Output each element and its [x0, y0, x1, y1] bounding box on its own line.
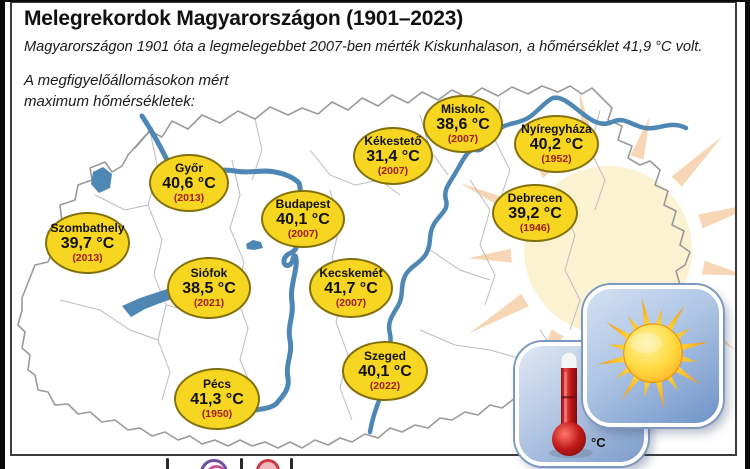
station-name: Budapest [275, 197, 331, 211]
station-temp: 39,2 °C [508, 205, 562, 222]
map-note: A megfigyelőállomásokon mért maximum hőm… [24, 70, 229, 112]
station-temp: 40,2 °C [529, 136, 584, 153]
page-subtitle: Magyarországon 1901 óta a legmelegebbet … [24, 39, 703, 55]
station-year: (1950) [201, 408, 233, 420]
station-bubble: Szombathely 39,7 °C (2013) [45, 212, 130, 274]
logo-glyph-bar [166, 458, 169, 469]
station-year: (2007) [447, 133, 479, 145]
station-bubble: Kecskemét 41,7 °C (2007) [309, 258, 393, 318]
right-edge-bar [745, 0, 750, 469]
station-temp: 40,1 °C [276, 211, 330, 228]
station-year: (2022) [369, 380, 401, 392]
partner-logos-cutoff [140, 457, 320, 469]
station-bubble: Pécs 41,3 °C (1950) [174, 368, 260, 430]
station-year: (2021) [193, 297, 225, 309]
sun-icon-card [583, 285, 723, 427]
station-year: (2007) [287, 228, 319, 240]
station-name: Szeged [363, 349, 406, 363]
station-temp: 38,6 °C [436, 116, 490, 133]
thermometer-icon: °C [549, 351, 606, 458]
station-name: Kékestető [364, 134, 422, 148]
station-name: Győr [174, 161, 203, 175]
tisza-river [367, 95, 689, 435]
station-bubble: Debrecen 39,2 °C (1946) [492, 184, 578, 242]
station-temp: 41,7 °C [324, 280, 378, 297]
lake-ferto [91, 167, 112, 193]
logo-glyph-bar [290, 458, 293, 469]
station-temp: 31,4 °C [366, 148, 420, 165]
lake-velence [246, 240, 263, 250]
station-name: Szombathely [50, 221, 125, 235]
logo-glyph-bar [240, 458, 243, 469]
top-edge-bar [0, 0, 750, 2]
station-temp: 40,1 °C [358, 363, 412, 380]
station-name: Siófok [190, 266, 228, 280]
logo-ring-icon [200, 459, 228, 469]
station-name: Nyíregyháza [521, 122, 592, 136]
station-year: (1946) [519, 222, 551, 234]
page-title: Melegrekordok Magyarországon (1901–2023) [24, 7, 464, 30]
station-temp: 38,5 °C [182, 280, 236, 297]
map-note-line1: A megfigyelőállomásokon mért [24, 72, 229, 89]
station-name: Pécs [202, 377, 232, 391]
station-bubble: Szeged 40,1 °C (2022) [342, 341, 428, 401]
station-year: (2013) [72, 252, 103, 264]
station-bubble: Nyíregyháza 40,2 °C (1952) [514, 115, 599, 173]
station-temp: 39,7 °C [60, 235, 115, 252]
station-bubble: Budapest 40,1 °C (2007) [261, 190, 345, 248]
station-name: Kecskemét [319, 266, 383, 280]
station-bubble: Miskolc 38,6 °C (2007) [423, 95, 503, 153]
sun-rays [597, 297, 709, 409]
station-bubble: Siófok 38,5 °C (2021) [167, 257, 251, 319]
station-year: (2007) [335, 297, 367, 309]
sun-icon [597, 297, 709, 409]
station-year: (2013) [173, 192, 205, 204]
station-bubble: Kékestető 31,4 °C (2007) [353, 127, 433, 185]
station-temp: 41,3 °C [190, 391, 244, 408]
map-note-line2: maximum hőmérsékletek: [24, 93, 195, 110]
station-temp: 40,6 °C [162, 175, 216, 192]
left-edge-bar [0, 0, 5, 469]
station-name: Miskolc [440, 102, 485, 116]
station-year: (1952) [541, 153, 572, 165]
logo-ring-icon [256, 459, 280, 469]
celsius-label: °C [591, 435, 606, 450]
station-year: (2007) [377, 165, 409, 177]
station-name: Debrecen [507, 191, 563, 205]
station-bubble: Győr 40,6 °C (2013) [149, 154, 229, 212]
